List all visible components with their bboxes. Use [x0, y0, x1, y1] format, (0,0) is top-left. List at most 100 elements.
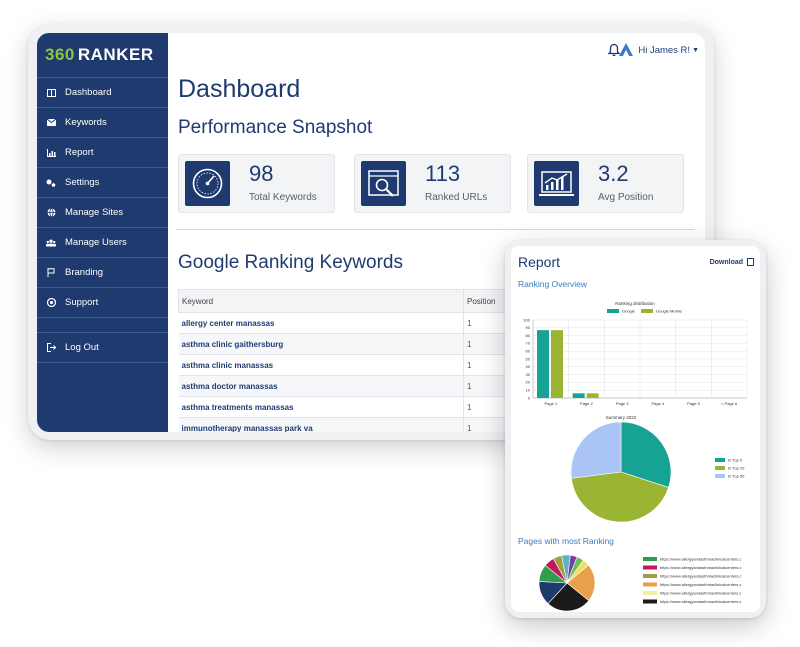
sidebar-item-manage-users[interactable]: Manage Users	[37, 227, 168, 257]
report-title: Report	[518, 254, 561, 270]
chart-title: Summary 2022	[606, 415, 637, 420]
legend-swatch	[643, 591, 657, 595]
x-tick-label: Page 5	[687, 401, 700, 406]
chevron-down-icon: ▼	[692, 46, 699, 54]
sidebar-nav: Dashboard Keywords Report Settings Manag…	[37, 77, 168, 363]
table-row[interactable]: asthma clinic manassas 1	[178, 354, 508, 376]
legend-label: https://www.allergyandasthmaclinicalcent…	[660, 574, 741, 579]
pie-slice	[570, 421, 622, 479]
keyword-cell: asthma doctor manassas	[178, 375, 464, 397]
user-menu[interactable]: Hi James R! ▼	[618, 42, 699, 58]
stat-value: 113	[425, 161, 461, 186]
legend-swatch	[643, 565, 657, 570]
globe-icon	[46, 208, 56, 218]
table-row[interactable]: asthma doctor manassas 1	[178, 375, 508, 397]
report-screen: Report Download Ranking Overview Ranking…	[511, 246, 760, 612]
logout-button[interactable]: Log Out	[37, 332, 168, 363]
sidebar-item-branding[interactable]: Branding	[37, 257, 168, 287]
ranking-overview-title: Ranking Overview	[518, 279, 587, 289]
table-row[interactable]: asthma clinic gaithersburg 1	[178, 333, 508, 355]
legend-label: In Top 50	[728, 474, 745, 479]
flag-icon	[46, 268, 56, 278]
stat-card-ranked-urls: 113 Ranked URLs	[354, 154, 511, 213]
logout-icon	[46, 343, 56, 353]
y-tick-label: 30	[526, 372, 531, 377]
stat-card-total-keywords: 98 Total Keywords	[178, 154, 335, 213]
sidebar-item-report[interactable]: Report	[37, 137, 168, 167]
bell-icon[interactable]	[607, 43, 621, 57]
table-row[interactable]: allergy center manassas 1	[178, 312, 508, 334]
keyword-cell: asthma treatments manassas	[178, 396, 464, 418]
sidebar-item-dashboard[interactable]: Dashboard	[37, 77, 168, 107]
sidebar: 360 RANKER Dashboard Keywords Report	[37, 33, 168, 432]
section-title-snapshot: Performance Snapshot	[178, 117, 373, 138]
stat-value: 3.2	[598, 161, 629, 186]
logo-number: 360	[45, 45, 75, 64]
legend-label: In Top 10	[728, 466, 745, 471]
desktop-frame: 360 RANKER Dashboard Keywords Report	[28, 24, 714, 440]
y-tick-label: 0	[528, 395, 531, 400]
column-header-keyword[interactable]: Keyword	[178, 289, 464, 313]
x-tick-label: Page 1	[544, 401, 557, 406]
user-greeting: Hi James R!	[638, 44, 691, 56]
stat-value: 98	[249, 161, 274, 186]
table-header-row: Keyword Position	[178, 289, 508, 313]
legend-swatch	[643, 574, 657, 578]
column-header-position[interactable]: Position	[463, 289, 508, 313]
topbar: Hi James R! ▼	[168, 33, 705, 69]
legend-label: Google Mobile	[656, 309, 683, 314]
pages-ranking-pie-chart: https://www.allergyandasthmaclinicalcent…	[538, 554, 741, 612]
bar	[572, 393, 585, 398]
sidebar-item-keywords[interactable]: Keywords	[37, 107, 168, 137]
users-icon	[46, 238, 56, 248]
x-tick-label: Page 2	[580, 401, 593, 406]
y-tick-label: 60	[526, 349, 531, 354]
stat-label: Ranked URLs	[425, 192, 488, 203]
keywords-table: Keyword Position allergy center manassas…	[178, 289, 508, 432]
legend-label: Google	[622, 309, 636, 314]
legend-swatch	[607, 309, 619, 313]
tablet-frame: Report Download Ranking Overview Ranking…	[505, 240, 766, 618]
stat-card-avg-position: 3.2 Avg Position	[527, 154, 684, 213]
sidebar-item-support[interactable]: Support	[37, 287, 168, 317]
sidebar-item-label: Manage Sites	[65, 207, 124, 218]
table-row[interactable]: immunotherapy manassas park va 1	[178, 417, 508, 432]
sidebar-item-settings[interactable]: Settings	[37, 167, 168, 197]
section-divider	[176, 229, 695, 230]
keyword-cell: asthma clinic gaithersburg	[178, 333, 464, 355]
logo-text: RANKER	[77, 45, 154, 64]
position-cell: 1	[463, 396, 508, 418]
chart-title: Ranking distribution	[615, 301, 655, 306]
legend-swatch	[715, 458, 725, 462]
y-tick-label: 70	[526, 341, 531, 346]
main-content: Dashboard Performance Snapshot 98 Total …	[168, 69, 705, 432]
sidebar-item-label: Settings	[65, 177, 100, 188]
legend-swatch	[643, 582, 657, 587]
y-tick-label: 10	[526, 388, 531, 393]
table-row[interactable]: asthma treatments manassas 1	[178, 396, 508, 418]
position-cell: 1	[463, 375, 508, 397]
file-icon	[747, 258, 754, 266]
legend-swatch	[641, 309, 653, 313]
sidebar-item-label: Keywords	[65, 117, 107, 128]
stat-label: Avg Position	[598, 192, 654, 203]
sidebar-item-label: Dashboard	[65, 87, 112, 98]
pie-slice	[620, 421, 672, 488]
download-button[interactable]: Download	[710, 258, 754, 266]
keyword-cell: allergy center manassas	[178, 312, 464, 334]
download-label: Download	[709, 258, 744, 266]
page-title: Dashboard	[178, 75, 301, 103]
keyword-cell: immunotherapy manassas park va	[178, 417, 464, 432]
x-tick-label: Page 3	[616, 401, 629, 406]
y-tick-label: 50	[526, 356, 531, 361]
legend-label: https://www.allergyandasthmaclinicalcent…	[660, 557, 741, 562]
legend-label: https://www.allergyandasthmaclinicalcent…	[660, 599, 741, 604]
stat-label: Total Keywords	[249, 192, 317, 203]
legend-label: https://www.allergyandasthmaclinicalcent…	[660, 565, 741, 570]
y-tick-label: 20	[526, 380, 531, 385]
legend-label: https://www.allergyandasthmaclinicalcent…	[660, 582, 741, 587]
logo[interactable]: 360 RANKER	[37, 33, 168, 77]
sidebar-item-manage-sites[interactable]: Manage Sites	[37, 197, 168, 227]
y-tick-label: 80	[526, 333, 531, 338]
legend-swatch	[643, 599, 657, 604]
